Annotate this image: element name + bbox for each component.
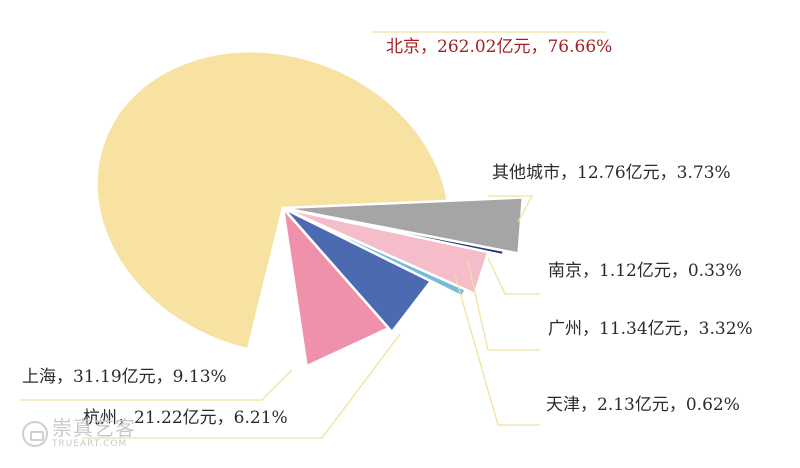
leader-line-5 <box>487 257 540 295</box>
leader-line-4 <box>467 261 540 351</box>
watermark: 崇真艺客 TRUEART.COM <box>22 418 136 449</box>
data-label-3: 天津，2.13亿元，0.62% <box>546 395 740 415</box>
data-label-5: 南京，1.12亿元，0.33% <box>548 261 742 281</box>
data-label-1: 上海，31.19亿元，9.13% <box>22 367 227 387</box>
pie-slice-6 <box>281 196 525 255</box>
watermark-logo-icon <box>22 420 48 447</box>
data-label-6: 其他城市，12.76亿元，3.73% <box>492 163 731 183</box>
pie-slice-0 <box>95 50 451 351</box>
watermark-text: 崇真艺客 <box>52 416 136 440</box>
watermark-subtext: TRUEART.COM <box>52 439 128 449</box>
leader-line-1 <box>20 369 293 401</box>
leader-line-6 <box>488 195 534 223</box>
data-label-0: 北京，262.02亿元，76.66% <box>386 37 612 57</box>
leader-line-3 <box>454 274 540 426</box>
data-label-2: 杭州，21.22亿元，6.21% <box>83 408 288 428</box>
leader-line-2 <box>83 333 401 439</box>
data-label-4: 广州，11.34亿元，3.32% <box>548 319 753 339</box>
